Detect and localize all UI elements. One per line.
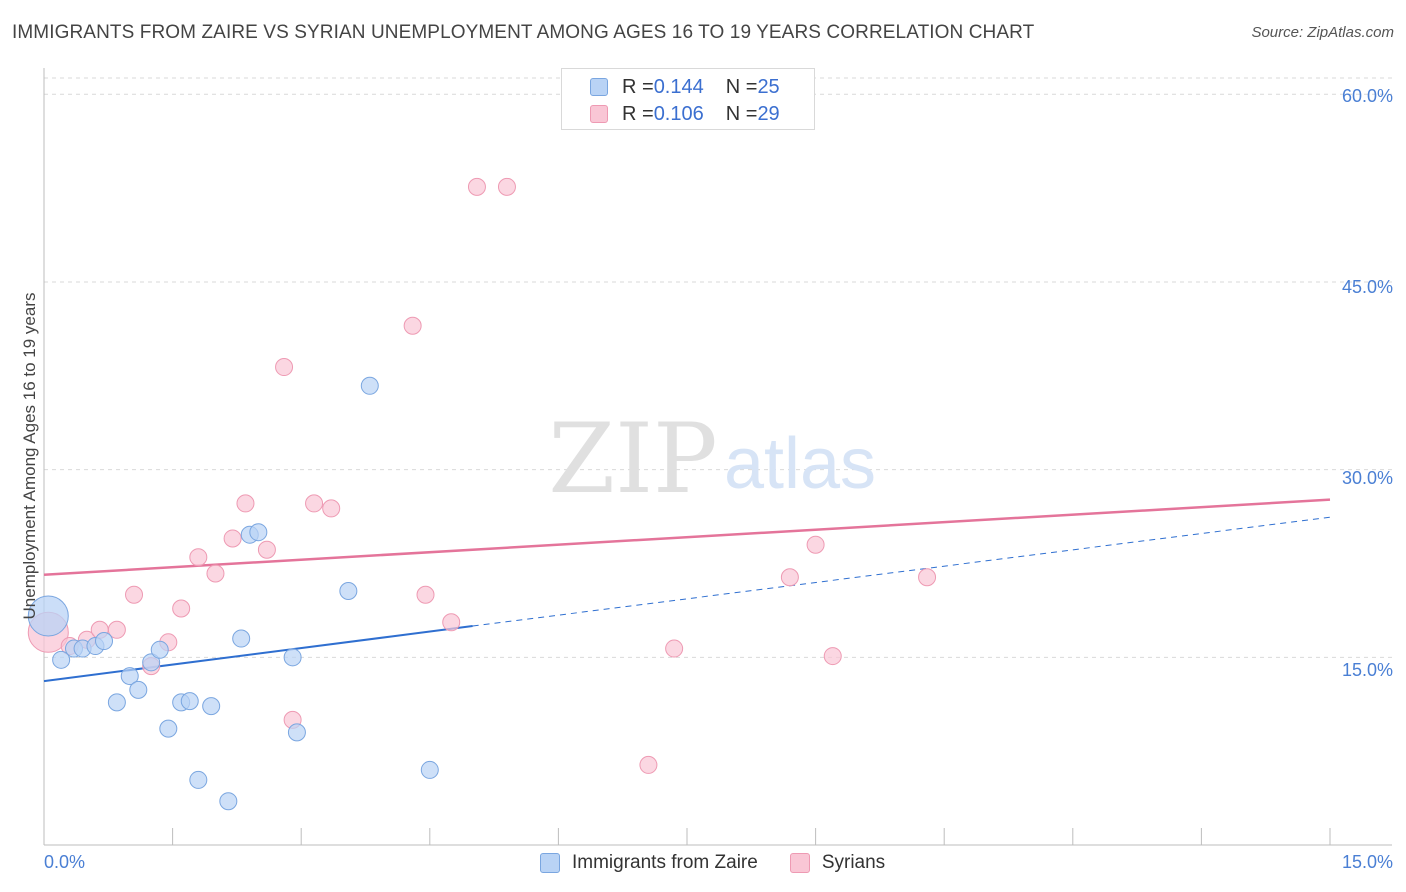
point-zaire-7 — [120, 667, 139, 686]
point-syrians-10 — [206, 564, 225, 583]
point-syrians-5 — [125, 585, 144, 604]
point-zaire-0 — [27, 595, 69, 637]
x-tick-label-min: 0.0% — [44, 852, 86, 872]
legend-n-label: N = — [725, 102, 758, 125]
y-axis-label: Unemployment Among Ages 16 to 19 years — [20, 292, 39, 620]
legend-swatch-syrians — [789, 853, 810, 873]
y-tick-label-15: 15.0% — [1341, 660, 1393, 680]
point-zaire-6 — [107, 693, 126, 712]
point-zaire-17 — [232, 629, 251, 648]
point-zaire-22 — [339, 582, 358, 601]
point-zaire-24 — [420, 760, 439, 779]
trend-lines — [43, 498, 1331, 683]
y-tick-label-60: 60.0% — [1341, 86, 1393, 106]
axes — [43, 68, 1392, 846]
point-syrians-4 — [107, 620, 126, 639]
point-zaire-11 — [159, 719, 178, 738]
trend-line-syrians — [43, 498, 1331, 576]
point-syrians-26 — [806, 535, 825, 554]
point-syrians-13 — [257, 540, 276, 559]
legend-n-value: 25 — [757, 75, 780, 98]
legend-item-syrians[interactable]: Syrians — [789, 852, 886, 874]
legend-row-syrians: R = 0.106 N = 29 — [590, 102, 780, 126]
trend-line-zaire — [43, 625, 473, 683]
legend-row-zaire: R = 0.144 N = 25 — [590, 75, 780, 99]
point-syrians-8 — [172, 599, 191, 618]
point-zaire-15 — [202, 697, 221, 716]
point-syrians-25 — [780, 568, 799, 587]
point-zaire-8 — [129, 680, 148, 699]
point-syrians-18 — [403, 316, 422, 335]
point-zaire-19 — [249, 523, 268, 542]
point-syrians-9 — [189, 548, 208, 567]
point-zaire-20 — [283, 648, 302, 667]
point-zaire-1 — [52, 650, 71, 669]
point-zaire-5 — [95, 632, 114, 651]
point-syrians-28 — [918, 568, 937, 587]
data-points — [27, 177, 937, 811]
correlation-legend: R = 0.144 N = 25 R = 0.106 N = 29 — [561, 68, 815, 130]
series-legend: Immigrants from Zaire Syrians — [540, 852, 917, 874]
legend-r-value: 0.106 — [653, 102, 704, 125]
point-zaire-16 — [219, 792, 238, 811]
point-zaire-13 — [180, 692, 199, 711]
point-syrians-17 — [322, 499, 341, 518]
legend-r-value: 0.144 — [653, 75, 704, 98]
x-tick-label-max: 15.0% — [1341, 852, 1393, 872]
point-zaire-14 — [189, 770, 208, 789]
point-syrians-11 — [223, 529, 242, 548]
point-zaire-23 — [360, 376, 379, 395]
legend-swatch-zaire — [540, 853, 560, 873]
trend-line-zaire-dashed — [472, 516, 1331, 627]
point-syrians-24 — [665, 639, 684, 658]
point-syrians-14 — [275, 358, 294, 377]
swatch-zaire — [590, 78, 608, 96]
point-zaire-10 — [150, 640, 169, 659]
swatch-syrians — [590, 105, 608, 123]
point-syrians-22 — [497, 177, 516, 196]
point-syrians-21 — [467, 177, 486, 196]
legend-r-label: R = — [622, 102, 654, 125]
point-syrians-20 — [442, 613, 461, 632]
point-zaire-9 — [142, 653, 161, 672]
source-label: Source: ZipAtlas.com — [1251, 24, 1394, 41]
point-syrians-12 — [236, 494, 255, 513]
point-syrians-16 — [305, 494, 324, 513]
legend-n-label: N = — [725, 75, 758, 98]
point-syrians-23 — [639, 755, 658, 774]
y-tick-label-30: 30.0% — [1341, 468, 1393, 488]
gridlines — [44, 77, 1392, 658]
legend-n-value: 29 — [757, 102, 780, 125]
watermark-atlas: atlas — [724, 424, 876, 504]
point-zaire-21 — [287, 723, 306, 742]
legend-r-label: R = — [622, 75, 654, 98]
legend-item-zaire[interactable]: Immigrants from Zaire — [540, 852, 758, 874]
y-tick-label-45: 45.0% — [1341, 277, 1393, 297]
point-syrians-27 — [823, 647, 842, 666]
point-syrians-19 — [416, 585, 435, 604]
legend-label-zaire: Immigrants from Zaire — [572, 852, 758, 873]
legend-label-syrians: Syrians — [821, 852, 886, 873]
chart-title: IMMIGRANTS FROM ZAIRE VS SYRIAN UNEMPLOY… — [12, 22, 1035, 43]
watermark-zip: ZIP — [548, 403, 717, 515]
